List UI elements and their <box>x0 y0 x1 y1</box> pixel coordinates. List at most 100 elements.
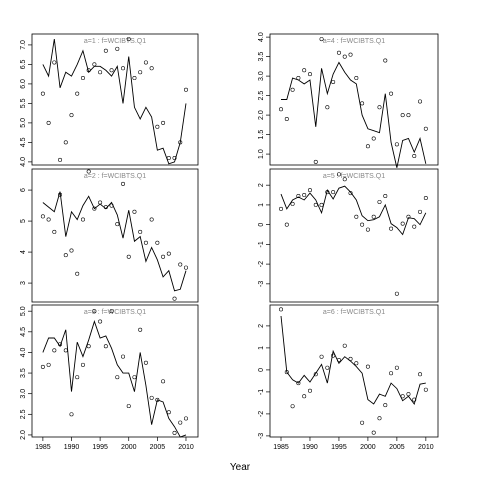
observed-point <box>331 79 336 84</box>
observed-point <box>178 140 183 145</box>
observed-point <box>115 222 120 227</box>
y-tick-label: 5 <box>20 219 27 223</box>
observed-point <box>143 60 148 65</box>
observed-point <box>80 362 85 367</box>
observed-point <box>166 251 171 256</box>
observed-point <box>161 120 166 125</box>
observed-point <box>103 205 108 210</box>
observed-point <box>336 50 341 55</box>
observed-point <box>115 46 120 51</box>
observed-point <box>178 262 183 267</box>
observed-point <box>149 395 154 400</box>
y-tick-label: 6.0 <box>20 79 27 89</box>
observed-point <box>75 91 80 96</box>
y-tick-label: 1 <box>258 203 265 207</box>
observed-point <box>406 392 411 397</box>
observed-point <box>423 126 428 131</box>
observed-point <box>161 379 166 384</box>
observed-point <box>354 361 359 366</box>
y-tick-label: 4.5 <box>20 327 27 337</box>
observed-point <box>400 221 405 226</box>
observed-point <box>138 70 143 75</box>
panel-frame <box>269 33 439 166</box>
observed-point <box>400 113 405 118</box>
panel-frame <box>269 168 439 303</box>
observed-point <box>143 240 148 245</box>
observed-point <box>307 72 312 77</box>
observed-point <box>296 194 301 199</box>
panel-title: a=4 : f=WCIBTS.Q1 <box>323 38 385 45</box>
observed-point <box>86 68 91 73</box>
observed-point <box>412 397 417 402</box>
observed-point <box>383 403 388 408</box>
observed-point <box>46 217 51 222</box>
y-tick-label: 1.5 <box>258 130 265 140</box>
x-tick-label: 2000 <box>360 444 376 451</box>
y-tick-label: -3 <box>258 281 265 287</box>
observed-point <box>172 430 177 435</box>
observed-point <box>418 99 423 104</box>
observed-point <box>400 394 405 399</box>
observed-point <box>342 177 347 182</box>
observed-point <box>284 222 289 227</box>
y-tick-label: 5.5 <box>20 98 27 108</box>
observed-point <box>75 375 80 380</box>
observed-point <box>75 271 80 276</box>
observed-point <box>279 206 284 211</box>
observed-point <box>423 387 428 392</box>
fitted-line <box>280 315 426 405</box>
y-tick-label: 4.0 <box>20 157 27 167</box>
observed-point <box>360 101 365 106</box>
panel-frame <box>269 304 439 438</box>
x-tick-label: 2010 <box>418 444 434 451</box>
observed-point <box>406 113 411 118</box>
y-tick-label: 1 <box>258 346 265 350</box>
observed-point <box>290 404 295 409</box>
observed-point <box>342 54 347 59</box>
observed-point <box>394 365 399 370</box>
observed-point <box>348 52 353 57</box>
observed-point <box>290 87 295 92</box>
y-tick-label: -1 <box>258 389 265 395</box>
observed-point <box>178 420 183 425</box>
x-tick-label: 1995 <box>331 444 347 451</box>
observed-point <box>58 342 63 347</box>
observed-point <box>325 365 330 370</box>
observed-point <box>126 254 131 259</box>
observed-point <box>354 214 359 219</box>
observed-point <box>319 202 324 207</box>
observed-point <box>290 201 295 206</box>
panel-frame <box>31 304 199 438</box>
y-tick-label: 4.0 <box>258 32 265 42</box>
panel-title: a=5 : f=WCIBTS.Q1 <box>323 173 385 180</box>
observed-point <box>313 159 318 164</box>
observed-point <box>86 344 91 349</box>
observed-point <box>331 353 336 358</box>
y-tick-label: 4 <box>20 250 27 254</box>
observed-point <box>109 309 114 314</box>
panel-frame <box>31 33 199 166</box>
observed-point <box>46 362 51 367</box>
observed-point <box>296 381 301 386</box>
observed-point <box>348 191 353 196</box>
observed-point <box>138 229 143 234</box>
y-tick-label: 2 <box>258 324 265 328</box>
observed-point <box>371 136 376 141</box>
y-tick-label: 2.0 <box>20 430 27 440</box>
observed-point <box>183 265 188 270</box>
observed-point <box>412 154 417 159</box>
observed-point <box>365 144 370 149</box>
observed-point <box>389 371 394 376</box>
observed-point <box>307 188 312 193</box>
observed-point <box>360 420 365 425</box>
y-tick-label: 2.5 <box>20 409 27 419</box>
fitted-line <box>42 320 187 438</box>
y-tick-label: 3 <box>20 281 27 285</box>
observed-point <box>319 37 324 42</box>
observed-point <box>342 343 347 348</box>
observed-point <box>132 209 137 214</box>
observed-point <box>126 37 131 42</box>
y-tick-label: 6.5 <box>20 59 27 69</box>
observed-point <box>284 116 289 121</box>
observed-point <box>63 140 68 145</box>
